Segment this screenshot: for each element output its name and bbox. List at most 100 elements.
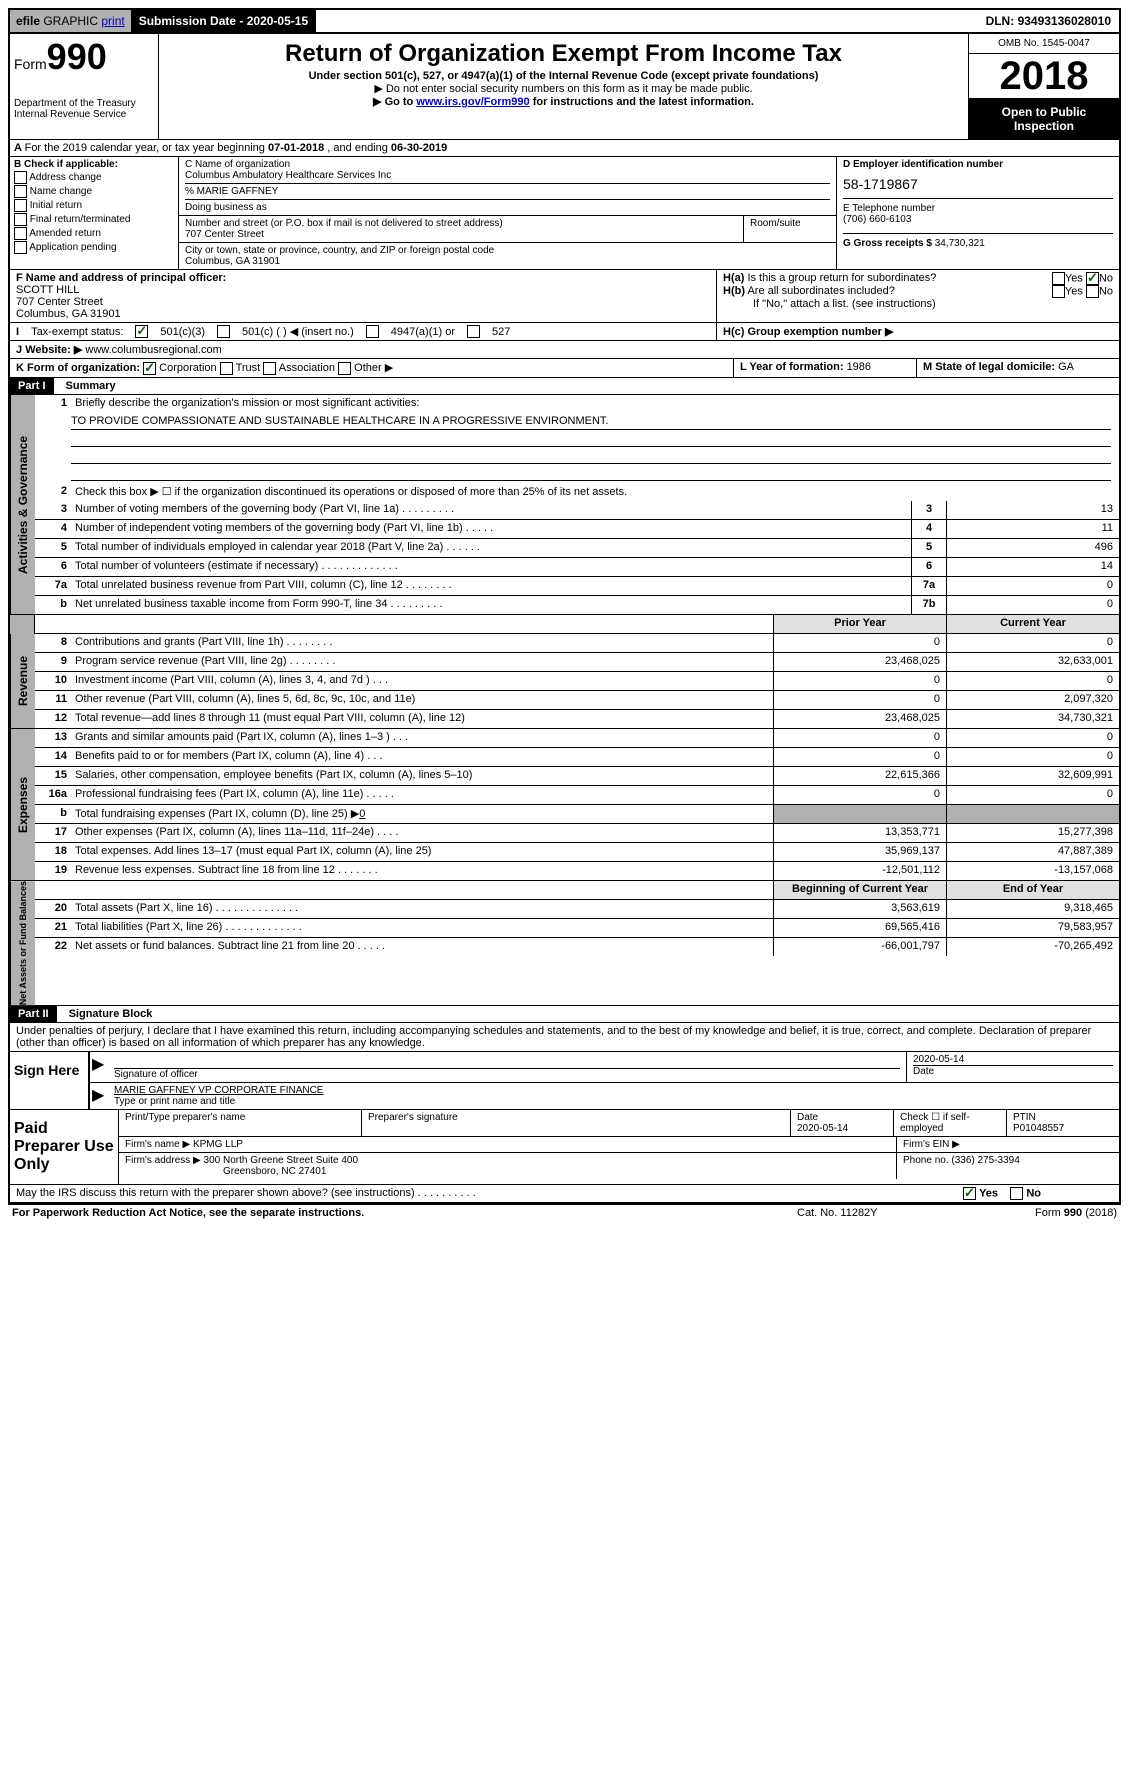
ptin-label: PTIN [1013, 1112, 1036, 1123]
part2-title: Signature Block [57, 1008, 153, 1020]
submission-date-box: Submission Date - 2020-05-15 [131, 10, 316, 32]
c21: 79,583,957 [946, 919, 1119, 937]
c18: 47,887,389 [946, 843, 1119, 861]
footer-left: For Paperwork Reduction Act Notice, see … [12, 1207, 797, 1219]
print-link[interactable]: print [101, 14, 124, 28]
chk-name-change[interactable]: Name change [14, 185, 174, 198]
no-label: No [1099, 272, 1113, 284]
chk-trust[interactable] [220, 362, 233, 375]
opt-name: Name change [30, 186, 92, 197]
footer-center: Cat. No. 11282Y [797, 1207, 997, 1219]
city-value: Columbus, GA 31901 [185, 256, 830, 267]
city-label: City or town, state or province, country… [185, 245, 830, 256]
l8: Contributions and grants (Part VIII, lin… [71, 634, 773, 652]
form-number-box: Form990 [14, 36, 154, 78]
l15: Salaries, other compensation, employee b… [71, 767, 773, 785]
line7b: Net unrelated business taxable income fr… [71, 596, 911, 614]
discuss-text: May the IRS discuss this return with the… [10, 1185, 957, 1202]
expenses-section: Expenses 13Grants and similar amounts pa… [10, 729, 1119, 881]
l14: Benefits paid to or for members (Part IX… [71, 748, 773, 766]
l16b: Total fundraising expenses (Part IX, col… [71, 805, 773, 823]
perjury-text: Under penalties of perjury, I declare th… [10, 1023, 1119, 1052]
phone-label: E Telephone number [843, 203, 1113, 214]
mission-text: TO PROVIDE COMPASSIONATE AND SUSTAINABLE… [71, 413, 1111, 430]
ha-no[interactable] [1086, 272, 1099, 285]
c13: 0 [946, 729, 1119, 747]
chk-final-return[interactable]: Final return/terminated [14, 213, 174, 226]
irs-label: Internal Revenue Service [14, 109, 154, 120]
sig-officer-label: Signature of officer [114, 1068, 900, 1080]
l11: Other revenue (Part VIII, column (A), li… [71, 691, 773, 709]
begin-header: Beginning of Current Year [773, 881, 946, 899]
gross-label: G Gross receipts $ [843, 238, 935, 249]
p19: -12,501,112 [773, 862, 946, 880]
c16b [946, 805, 1119, 823]
tab-netassets: Net Assets or Fund Balances [10, 881, 35, 1005]
c19: -13,157,068 [946, 862, 1119, 880]
spacer [10, 615, 35, 634]
f-label: F Name and address of principal officer: [16, 272, 226, 284]
a-pre: For the 2019 calendar year, or tax year … [25, 142, 268, 154]
c15: 32,609,991 [946, 767, 1119, 785]
p13: 0 [773, 729, 946, 747]
line4: Number of independent voting members of … [71, 520, 911, 538]
chk-527[interactable] [467, 325, 480, 338]
netassets-section: Net Assets or Fund Balances Beginning of… [10, 881, 1119, 1006]
efile-graphic: GRAPHIC [40, 14, 101, 28]
chk-address-change[interactable]: Address change [14, 171, 174, 184]
irs-link[interactable]: www.irs.gov/Form990 [416, 96, 529, 108]
discuss-no[interactable] [1010, 1187, 1023, 1200]
chk-corp[interactable] [143, 362, 156, 375]
row-a: A For the 2019 calendar year, or tax yea… [10, 140, 1119, 157]
hb-no[interactable] [1086, 285, 1099, 298]
discuss-yes[interactable] [963, 1187, 976, 1200]
chk-501c3[interactable] [135, 325, 148, 338]
signer-name-label: Type or print name and title [114, 1096, 1113, 1107]
submission-date: 2020-05-15 [247, 14, 308, 28]
firm-name: KPMG LLP [193, 1139, 243, 1150]
line3: Number of voting members of the governin… [71, 501, 911, 519]
col-c: C Name of organization Columbus Ambulato… [178, 157, 837, 269]
hb-note: If "No," attach a list. (see instruction… [723, 298, 1113, 310]
row-klm: K Form of organization: Corporation Trus… [10, 359, 1119, 378]
v7a: 0 [946, 577, 1119, 595]
p9: 23,468,025 [773, 653, 946, 671]
l20: Total assets (Part X, line 16) . . . . .… [71, 900, 773, 918]
col-d: D Employer identification number 58-1719… [837, 157, 1119, 269]
p22: -66,001,797 [773, 938, 946, 956]
p8: 0 [773, 634, 946, 652]
p16b [773, 805, 946, 823]
prep-date: 2020-05-14 [797, 1123, 848, 1134]
chk-4947[interactable] [366, 325, 379, 338]
c8: 0 [946, 634, 1119, 652]
chk-501c[interactable] [217, 325, 230, 338]
opt-501c3: 501(c)(3) [160, 326, 205, 338]
efile-label: efile [16, 14, 40, 28]
website-url: www.columbusregional.com [85, 344, 221, 356]
v6: 14 [946, 558, 1119, 576]
addr-label: Number and street (or P.O. box if mail i… [185, 218, 737, 229]
hb-yes[interactable] [1052, 285, 1065, 298]
chk-amended[interactable]: Amended return [14, 227, 174, 240]
discuss-yes-label: Yes [979, 1187, 998, 1199]
chk-app-pending[interactable]: Application pending [14, 241, 174, 254]
l16a: Professional fundraising fees (Part IX, … [71, 786, 773, 804]
footer-form-post: (2018) [1082, 1207, 1117, 1219]
sign-date: 2020-05-14 [913, 1054, 1113, 1065]
prep-name-label: Print/Type preparer's name [119, 1110, 362, 1136]
chk-initial-return[interactable]: Initial return [14, 199, 174, 212]
l18: Total expenses. Add lines 13–17 (must eq… [71, 843, 773, 861]
dln-box: DLN: 93493136028010 [978, 10, 1119, 32]
p12: 23,468,025 [773, 710, 946, 728]
caret-icon: ▶ [90, 1052, 108, 1082]
b-label: B Check if applicable: [14, 159, 174, 170]
ha-yes[interactable] [1052, 272, 1065, 285]
chk-other[interactable] [338, 362, 351, 375]
line7a: Total unrelated business revenue from Pa… [71, 577, 911, 595]
firm-ein-label: Firm's EIN ▶ [897, 1137, 1119, 1152]
street-address: 707 Center Street [185, 229, 737, 240]
chk-assoc[interactable] [263, 362, 276, 375]
dept-treasury: Department of the Treasury [14, 98, 154, 109]
hc-col: H(c) Group exemption number ▶ [716, 323, 1119, 340]
ssn-note: ▶ Do not enter social security numbers o… [163, 82, 964, 95]
